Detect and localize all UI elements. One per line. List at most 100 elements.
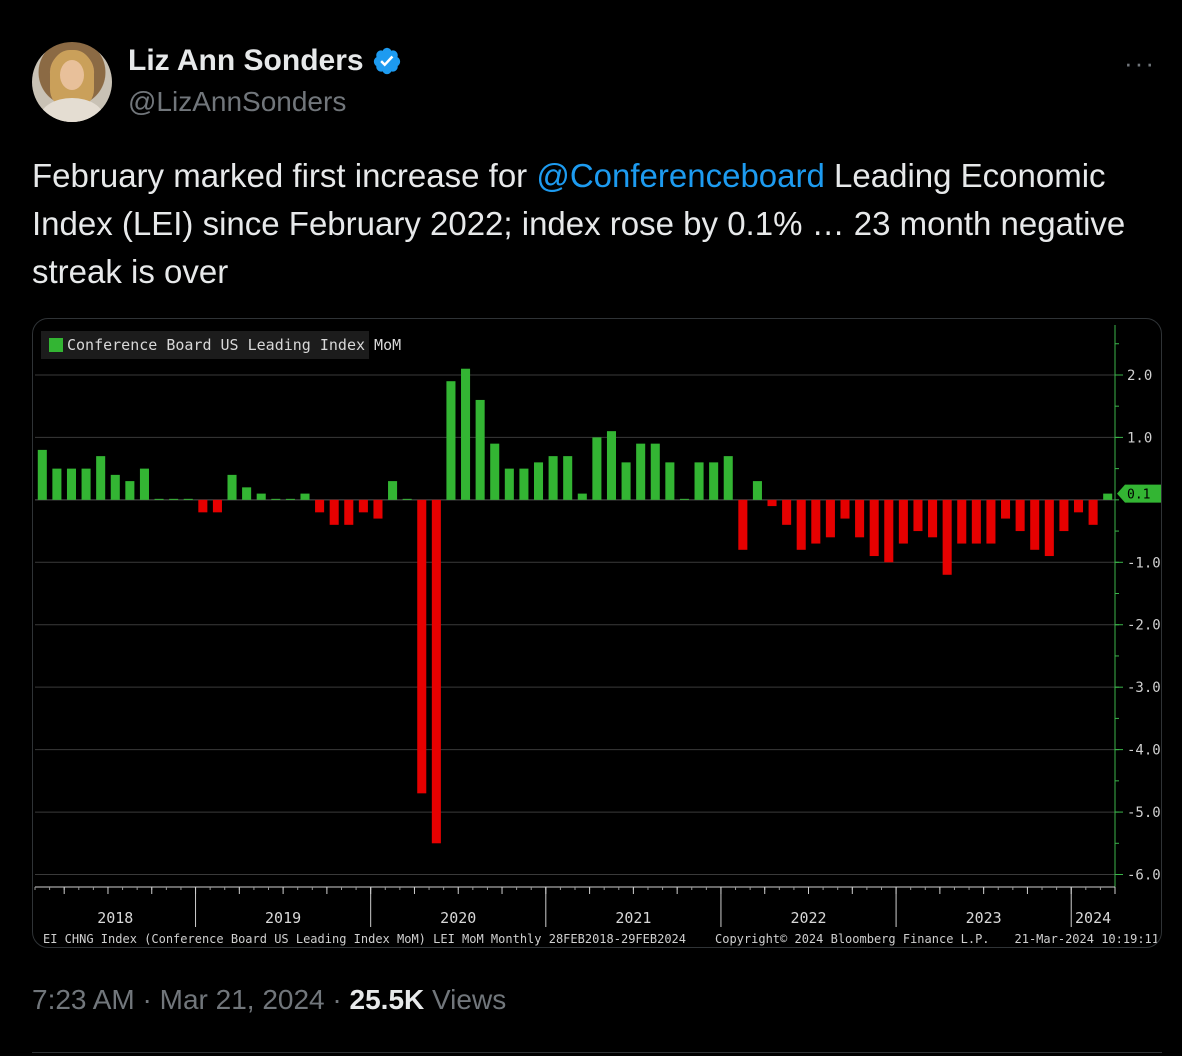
y-tick-label: -4.0 xyxy=(1127,743,1161,759)
bar xyxy=(52,468,62,500)
author-avatar[interactable] xyxy=(32,42,112,122)
tweet-meta: 7:23 AM · Mar 21, 2024 · 25.5K Views xyxy=(32,984,506,1016)
bar xyxy=(402,498,412,500)
x-year-label: 2022 xyxy=(790,909,826,927)
bar xyxy=(212,499,222,513)
bar xyxy=(577,493,587,500)
author-name[interactable]: Liz Ann Sonders xyxy=(128,44,364,77)
legend-box xyxy=(41,331,369,359)
bar xyxy=(431,499,441,844)
last-value-tag xyxy=(1117,484,1161,503)
footer-center: Copyright© 2024 Bloomberg Finance L.P. xyxy=(715,932,990,946)
bar xyxy=(256,493,266,500)
bar xyxy=(913,499,923,532)
y-tick-label: 1.0 xyxy=(1127,430,1152,446)
bar xyxy=(1044,499,1054,557)
chart-x-axis: 2018 2019 2020 2021 2022 2023 2024 xyxy=(34,886,1116,927)
bar xyxy=(66,468,77,500)
bar xyxy=(942,499,952,575)
bar xyxy=(490,443,500,500)
chart-legend: Conference Board US Leading Index MoM xyxy=(41,331,401,359)
bar xyxy=(694,462,704,500)
bar xyxy=(665,462,675,500)
bar xyxy=(198,499,208,513)
avatar-face xyxy=(60,60,84,90)
last-value-label: 0.1 xyxy=(1127,488,1150,503)
y-tick-label: 2.0 xyxy=(1127,368,1152,384)
bar xyxy=(242,487,252,500)
bar xyxy=(1015,499,1025,532)
legend-label: Conference Board US Leading Index MoM xyxy=(67,336,401,354)
bar xyxy=(1001,499,1011,519)
x-year-label: 2023 xyxy=(966,909,1002,927)
bar xyxy=(504,468,514,500)
bar xyxy=(519,468,529,500)
bar xyxy=(315,499,325,513)
footer-left: EI CHNG Index (Conference Board US Leadi… xyxy=(43,932,686,946)
meta-separator: · xyxy=(134,984,160,1015)
bar xyxy=(285,498,295,500)
bar xyxy=(373,499,383,519)
bar xyxy=(928,499,938,538)
bar xyxy=(533,462,544,500)
bar xyxy=(898,499,908,544)
chart-footer: EI CHNG Index (Conference Board US Leadi… xyxy=(43,932,1159,946)
chart-image[interactable]: 2.0 1.0 -1.0 -2.0 -3.0 -4.0 -5.0 -6.0 2018 2019 2… xyxy=(32,318,1162,948)
author-handle[interactable]: @LizAnnSonders xyxy=(128,86,347,117)
bar xyxy=(271,498,281,500)
bar xyxy=(563,456,573,500)
bar xyxy=(81,468,91,500)
bar xyxy=(227,474,237,500)
bar xyxy=(679,498,689,500)
bar xyxy=(709,462,719,500)
bar xyxy=(723,456,733,500)
tweet-date[interactable]: Mar 21, 2024 xyxy=(159,984,325,1015)
bar xyxy=(154,498,164,500)
bar xyxy=(183,498,193,500)
bar xyxy=(96,456,106,500)
bar xyxy=(884,499,894,563)
y-tick-label: -1.0 xyxy=(1127,555,1161,571)
bar xyxy=(767,499,777,507)
bar xyxy=(388,481,398,500)
tweet-time[interactable]: 7:23 AM xyxy=(32,984,135,1015)
mention-link[interactable]: @Conferenceboard xyxy=(536,157,825,194)
avatar-shoulders xyxy=(40,98,104,122)
bar xyxy=(606,431,617,500)
bar xyxy=(1030,499,1040,550)
tweet-text: February marked first increase for @Conf… xyxy=(32,152,1162,296)
bar xyxy=(1088,499,1098,525)
more-options-icon[interactable]: ··· xyxy=(1124,48,1156,78)
chart-grid xyxy=(35,374,1115,876)
bar xyxy=(461,368,471,500)
bar xyxy=(358,499,368,513)
x-year-label: 2024 xyxy=(1075,909,1111,927)
bar xyxy=(796,499,806,550)
footer-right: 21-Mar-2024 10:19:11 xyxy=(1015,932,1160,946)
legend-swatch xyxy=(49,338,63,352)
y-tick-label: -3.0 xyxy=(1127,680,1161,696)
bar xyxy=(139,468,149,500)
tweet-text-after: Leading Economic Index (LEI) since Febru… xyxy=(32,157,1126,290)
bar xyxy=(782,499,792,525)
chart-bars xyxy=(37,368,1113,844)
bar xyxy=(811,499,821,544)
views-count: 25.5K xyxy=(349,984,425,1015)
y-tick-label: -2.0 xyxy=(1127,618,1161,634)
bar xyxy=(825,499,835,538)
bar xyxy=(840,499,850,519)
verified-badge-icon xyxy=(373,47,400,75)
x-year-label: 2019 xyxy=(265,909,301,927)
bar xyxy=(344,499,354,525)
divider xyxy=(32,1052,1162,1053)
bar xyxy=(855,499,865,538)
bar xyxy=(957,499,967,544)
author-name-row[interactable]: Liz Ann Sonders xyxy=(128,44,402,78)
bar xyxy=(475,399,485,500)
meta-separator: · xyxy=(324,984,350,1015)
chart-y-axis: 2.0 1.0 -1.0 -2.0 -3.0 -4.0 -5.0 -6.0 xyxy=(1114,325,1161,891)
x-year-label: 2020 xyxy=(440,909,476,927)
bar xyxy=(548,456,558,500)
bar xyxy=(446,381,456,500)
bar xyxy=(169,498,179,500)
